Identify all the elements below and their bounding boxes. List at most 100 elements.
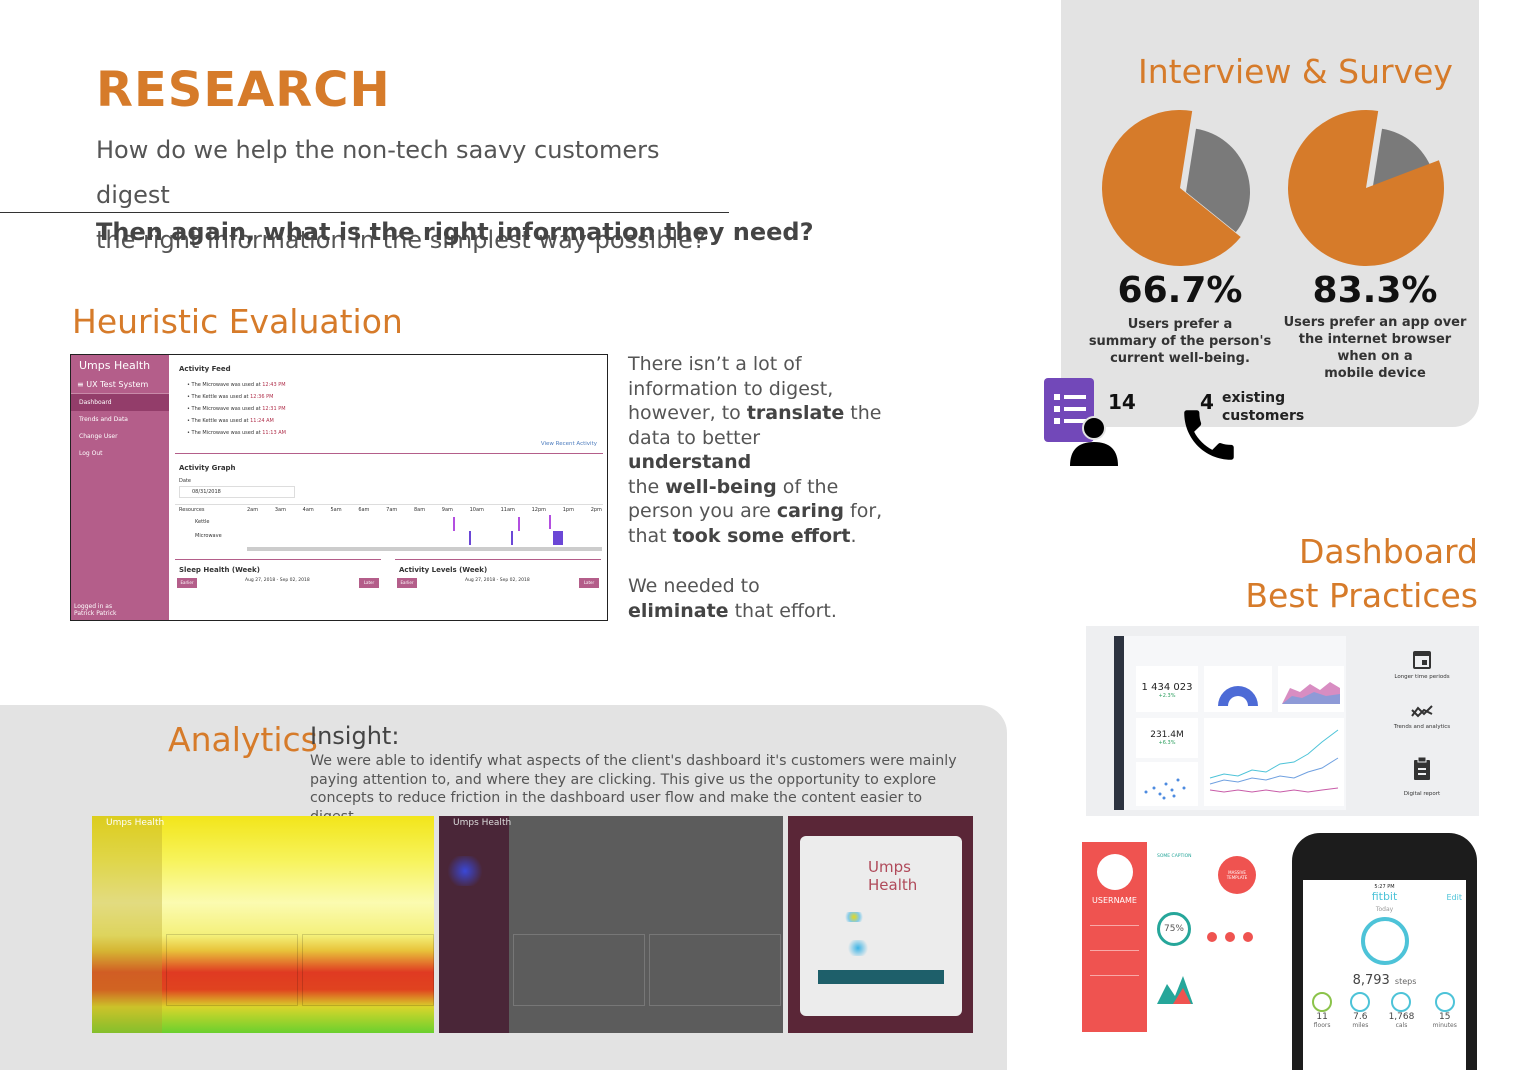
line-card — [1204, 718, 1344, 806]
hour-label: 3am — [274, 507, 286, 513]
profile-divider — [1090, 975, 1139, 976]
activity-range: Aug 27, 2018 - Sep 02, 2018 — [465, 578, 530, 583]
fitbit-brand: fitbit — [1371, 890, 1398, 903]
steps-unit: steps — [1394, 977, 1417, 986]
stat-2-label-line: when on a — [1337, 349, 1413, 364]
call-label-line: existing — [1222, 390, 1286, 406]
survey-form-icon — [1044, 378, 1118, 466]
profile-name: USERNAME — [1092, 896, 1137, 905]
microwave-bar — [553, 531, 563, 545]
hour-label: 2am — [247, 507, 259, 513]
insight-body: We were able to identify what aspects of… — [310, 753, 957, 825]
footer-widget — [1153, 1014, 1263, 1028]
icon-label: Digital report — [1403, 791, 1441, 797]
login-card — [800, 836, 962, 1016]
steps-value: 8,793 — [1352, 973, 1390, 988]
heuristic-text-line: eliminate that effort. — [628, 599, 837, 622]
kettle-bar — [549, 515, 551, 529]
heuristic-text-line: data to better understand — [628, 426, 761, 474]
heuristic-text-line: however, to translate the — [628, 402, 882, 424]
fitbit-stats: 11 floors 7.6 miles 1,768 cals 15 minute… — [1303, 992, 1466, 1029]
feed-title: Activity Feed — [179, 365, 231, 373]
hour-label: 7am — [386, 507, 398, 513]
profile-divider — [1090, 925, 1139, 926]
clipboard-icon — [1414, 756, 1430, 780]
hour-label: 5am — [330, 507, 342, 513]
dashboard-example-sidebar — [1114, 636, 1124, 810]
resources-label: Resources — [179, 507, 205, 513]
sleep-later-button: Later — [359, 578, 379, 588]
graph-scrollbar — [247, 547, 602, 551]
hour-label: 9am — [441, 507, 453, 513]
heatmap-card — [166, 934, 298, 1006]
sleep-title: Sleep Health (Week) — [179, 566, 260, 574]
stat-1-label-line: summary of the person's — [1088, 334, 1272, 349]
metric-delta: +6.3% — [1158, 740, 1176, 746]
logged-in-user: Patrick Patrick — [74, 610, 117, 617]
stat-floors: 11 floors — [1312, 992, 1333, 1029]
click-cluster — [844, 912, 864, 922]
metric-value: 1 434 023 — [1141, 682, 1193, 693]
area-card — [1278, 666, 1344, 712]
stat-1-value: 66.7% — [1117, 270, 1243, 311]
research-divider — [0, 212, 729, 213]
survey-count: 14 — [1108, 390, 1136, 414]
heatmap-card — [513, 934, 645, 1006]
stat-1-label-line: current well-being. — [1110, 351, 1250, 366]
area-chart-icon — [1282, 682, 1340, 704]
dashboard-user: Logged in as Patrick Patrick — [74, 603, 116, 617]
trend-icon — [1411, 705, 1433, 718]
interview-title: Interview & Survey — [1138, 52, 1453, 91]
activity-later-button: Later — [579, 578, 599, 588]
heuristic-text-line: that took some effort. — [628, 524, 857, 547]
click-cluster — [445, 856, 485, 886]
stat-2-label-line: mobile device — [1324, 366, 1426, 381]
phone-time: 5:27 PM — [1374, 884, 1395, 890]
edit-button[interactable]: Edit — [1446, 893, 1463, 902]
stat-1-label-line: Users prefer a — [1127, 317, 1233, 332]
phone-call-icon — [1184, 410, 1234, 460]
dashboard-practices-title: Dashboard Best Practices — [1240, 530, 1478, 618]
hour-label: 1pm — [562, 507, 574, 513]
heatmap-logo: Umps Health — [453, 818, 512, 828]
feed-item: • The Microwave was used at 11:13 AM — [187, 430, 286, 436]
stat-minutes: 15 minutes — [1433, 992, 1457, 1029]
donut-chart-icon — [1218, 686, 1258, 706]
feed-item: • The Microwave was used at 12:31 PM — [187, 406, 286, 412]
mountain-chart-icon — [1157, 976, 1193, 1004]
donut-card — [1204, 666, 1272, 712]
call-count: 4 — [1200, 390, 1214, 414]
scatter-chart-icon — [1144, 778, 1186, 800]
sleep-card: Sleep Health (Week) Earlier Aug 27, 2018… — [175, 559, 381, 588]
hour-axis: 2am 3am 4am 5am 6am 7am 8am 9am 10am 11a… — [247, 507, 602, 513]
steps-readout: 8,793 steps — [1303, 969, 1466, 988]
nav-change-user: Change User — [79, 433, 118, 440]
sleep-earlier-button: Earlier — [177, 578, 197, 588]
feed-item: • The Microwave was used at 12:43 PM — [187, 382, 286, 388]
dashboard-main: Activity Feed • The Microwave was used a… — [175, 359, 603, 619]
hour-label: 12pm — [531, 507, 547, 513]
donut-widget: 75% — [1153, 906, 1263, 960]
activity-grid: Resources Kettle Microwave 2am 3am 4am 5… — [175, 504, 603, 553]
stat-miles: 7.6 miles — [1350, 992, 1371, 1029]
heatmap-logo: Umps Health — [106, 818, 165, 828]
metric-value: 231.4M — [1150, 730, 1184, 740]
scatter-card — [1136, 762, 1198, 806]
feed-item: • The Kettle was used at 12:36 PM — [187, 394, 274, 400]
mountain-widget — [1153, 966, 1263, 1008]
research-question-line2: the right information in the simplest wa… — [96, 226, 706, 254]
profile-template: USERNAME — [1082, 842, 1147, 1032]
dashboard-system-label: ≡ UX Test System — [71, 376, 169, 394]
dashboard-logo: Umps Health — [79, 359, 151, 372]
dashboard-example-shot: 1 434 023 +2.3% 231.4M +6.3% Longer time… — [1086, 626, 1479, 816]
caption-card: SOME CAPTION — [1153, 850, 1205, 900]
icon-label: Trends and analytics — [1393, 724, 1451, 730]
pie-slice-main — [1288, 109, 1444, 266]
nav-log-out: Log Out — [79, 450, 103, 457]
dashboard-practices-title-line: Dashboard — [1298, 532, 1478, 571]
weekly-cards: Sleep Health (Week) Earlier Aug 27, 2018… — [175, 559, 603, 619]
activity-title: Activity Levels (Week) — [399, 566, 488, 574]
heatmap-sidebar — [92, 816, 162, 1033]
heatmap-attention: Umps Health — [92, 816, 434, 1033]
calendar-icon — [1413, 651, 1431, 669]
